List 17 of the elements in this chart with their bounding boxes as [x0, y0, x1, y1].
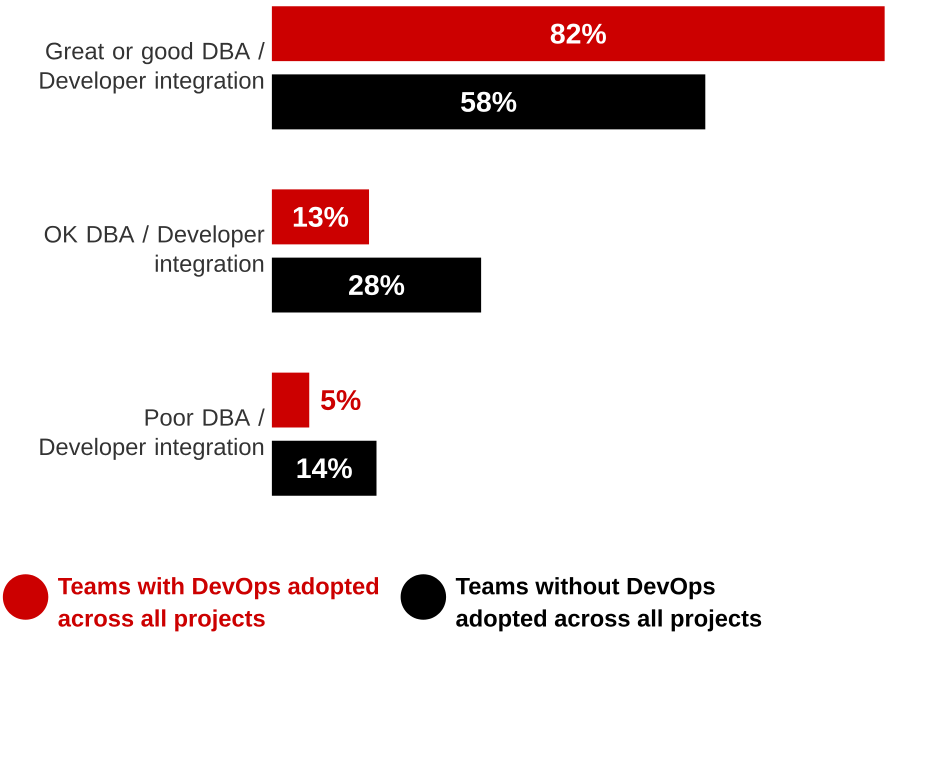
- bar: [272, 189, 370, 244]
- bar: [272, 440, 376, 496]
- bar: [272, 372, 310, 428]
- bar: [272, 258, 482, 312]
- legend-label: Teams with DevOps adopted across all projects: [58, 577, 378, 632]
- data-label: 82%: [550, 24, 606, 44]
- bar: [272, 6, 885, 62]
- bar: [272, 74, 706, 130]
- y-tick-label: Great or good DBA / Developer integration: [40, 42, 265, 94]
- data-label: 58%: [461, 92, 516, 112]
- data-label: 13%: [294, 206, 348, 227]
- legend-label: Teams without DevOps adopted across all projects: [456, 577, 762, 632]
- data-label: 28%: [349, 274, 404, 296]
- y-tick-label: OK DBA / Developer integration: [44, 225, 264, 277]
- data-label: 14%: [298, 458, 352, 478]
- data-label: 5%: [321, 390, 360, 410]
- y-tick-label: Poor DBA / Developer integration: [40, 408, 265, 460]
